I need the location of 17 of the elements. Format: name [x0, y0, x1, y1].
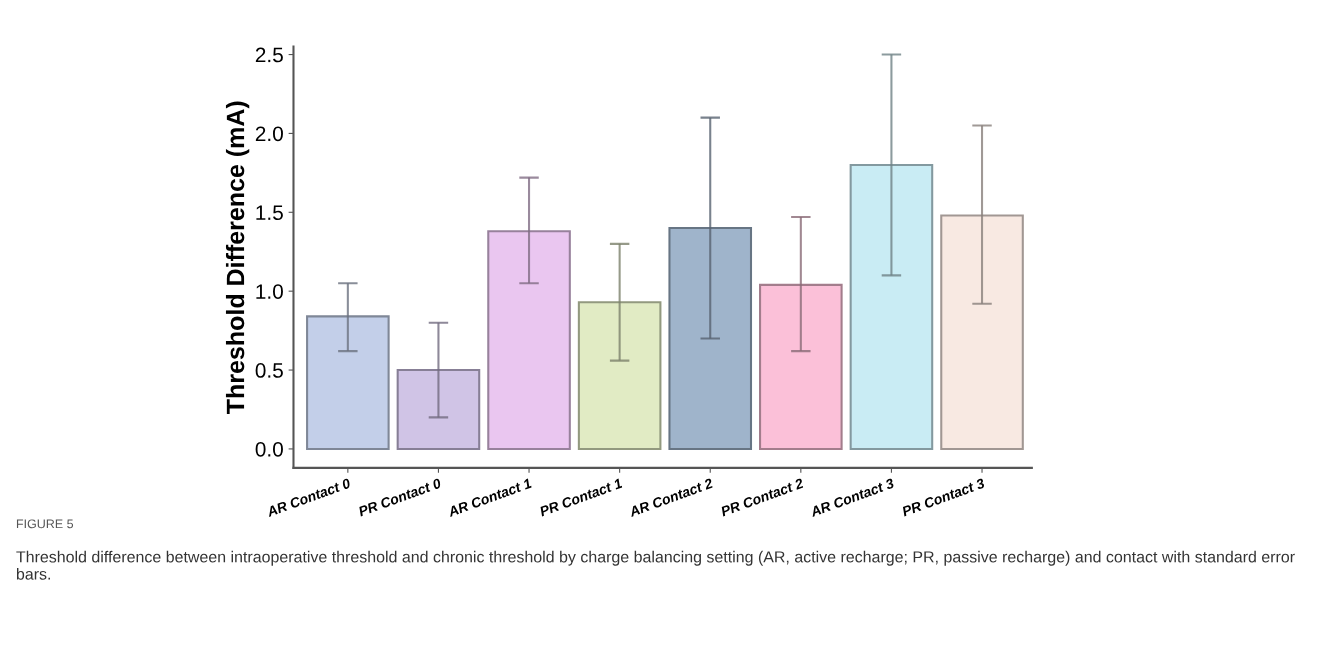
- bar: [577, 301, 662, 450]
- bar: [668, 227, 753, 450]
- caption: FIGURE 5: [16, 519, 74, 529]
- bar: [849, 163, 934, 450]
- y-tick-label: 1.5: [256, 205, 283, 221]
- y-tick-label: 0.5: [255, 363, 283, 378]
- bar: [306, 315, 390, 450]
- y-tick-label: 2.5: [255, 47, 283, 63]
- y-axis-title: Threshold Difference (mA): [225, 101, 250, 414]
- y-tick-label: 2.0: [255, 126, 283, 142]
- text: Threshold difference between intraoperative threshold and chronic threshold by charge balancing setting (AR, active recharge; PR, passive recharge) and contact with standard error bars.: [16, 550, 1295, 580]
- bar: [759, 283, 843, 450]
- bar: [487, 230, 571, 450]
- y-tick-label: 1.0: [256, 284, 283, 299]
- bar: [396, 369, 481, 450]
- y-tick-label: 0.0: [255, 441, 283, 457]
- bar: [940, 214, 1024, 450]
